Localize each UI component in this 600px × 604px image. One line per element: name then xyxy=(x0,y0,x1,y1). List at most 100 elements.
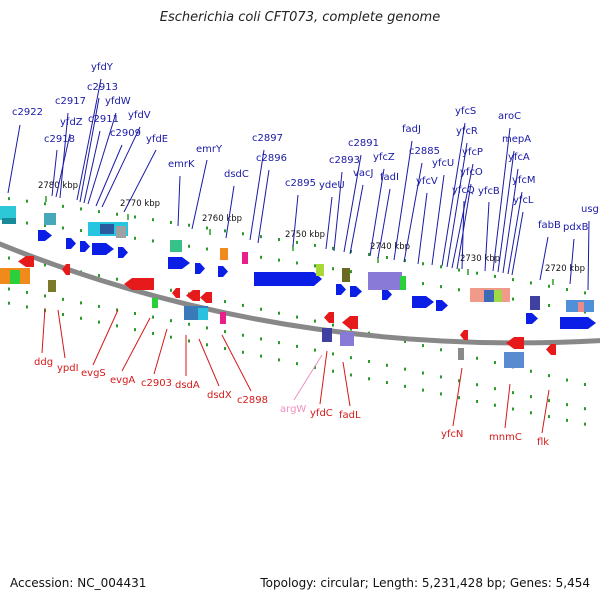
callout-line-ddg xyxy=(41,307,46,354)
callout-line-yfca xyxy=(502,168,519,274)
gene-label-yfcn: yfcN xyxy=(441,429,463,440)
domain-block xyxy=(342,268,350,282)
callout-line-argw xyxy=(293,354,323,401)
track-dot xyxy=(440,348,442,352)
track-dot xyxy=(8,301,10,305)
callout-line-c2885 xyxy=(403,162,423,263)
track-dot xyxy=(368,359,370,363)
forward-gene-arrow xyxy=(336,284,346,295)
track-dot xyxy=(350,249,352,253)
domain-block xyxy=(0,206,16,220)
forward-gene-arrow xyxy=(168,257,190,269)
track-dot xyxy=(440,265,442,269)
track-dot xyxy=(566,418,568,422)
gene-label-yfcz: yfcZ xyxy=(373,152,395,163)
domain-block xyxy=(198,308,208,320)
track-dot xyxy=(80,301,82,305)
track-dot xyxy=(188,223,190,227)
tick-label: 2750 kbp xyxy=(285,230,325,240)
gene-label-evgs: evgS xyxy=(81,368,106,379)
track-dot xyxy=(152,218,154,222)
gene-label-yfco: yfcO xyxy=(460,167,483,178)
track-dot xyxy=(476,383,478,387)
forward-gene-arrow xyxy=(254,272,322,286)
callout-line-yfde xyxy=(123,149,157,213)
track-dot xyxy=(224,347,226,351)
track-dot xyxy=(458,288,460,292)
callout-line-c2903 xyxy=(153,328,168,375)
callout-line-c2917 xyxy=(59,112,69,199)
gene-label-yfdy: yfdY xyxy=(91,62,114,73)
track-dot xyxy=(332,267,334,271)
gene-label-mepa: mepA xyxy=(502,134,531,145)
track-dot xyxy=(116,324,118,328)
gene-label-ydeu: ydeU xyxy=(319,180,345,191)
track-dot xyxy=(368,377,370,381)
track-dot xyxy=(188,339,190,343)
track-dot xyxy=(566,288,568,292)
track-dot xyxy=(278,238,280,242)
gene-label-dsda: dsdA xyxy=(175,380,200,391)
track-dot xyxy=(404,259,406,263)
domain-block xyxy=(484,290,494,302)
gene-label-ypdi: ypdI xyxy=(57,363,79,374)
reverse-gene-arrow xyxy=(200,292,212,303)
track-dot xyxy=(188,322,190,326)
track-dot xyxy=(566,378,568,382)
track-dot xyxy=(386,363,388,367)
forward-gene-arrow xyxy=(195,263,205,274)
track-dot xyxy=(584,291,586,295)
callout-line-yfdy xyxy=(76,78,102,201)
track-dot xyxy=(206,343,208,347)
callout-line-yfcv xyxy=(417,192,428,265)
callout-line-fadj xyxy=(393,140,413,261)
track-dot xyxy=(530,369,532,373)
domain-block xyxy=(316,264,324,276)
track-dot xyxy=(62,226,64,230)
callout-line-yfcr xyxy=(446,142,468,268)
track-dot xyxy=(476,399,478,403)
gene-label-fadl: fadL xyxy=(339,410,361,421)
tick-label: 2740 kbp xyxy=(370,242,410,252)
domain-block xyxy=(2,218,16,224)
gene-label-c2891: c2891 xyxy=(348,138,379,149)
callout-line-yfcq xyxy=(461,200,465,270)
gene-label-c2911: c2911 xyxy=(88,114,119,125)
gene-label-yfde: yfdE xyxy=(146,134,168,145)
gene-label-c2885: c2885 xyxy=(409,146,440,157)
track-dot xyxy=(152,331,154,335)
gene-label-usg: usg xyxy=(581,204,599,215)
callout-line-c2913 xyxy=(79,97,100,203)
reverse-gene-arrow xyxy=(460,330,468,340)
callout-line-aroc xyxy=(492,127,511,272)
reverse-gene-arrow xyxy=(324,312,334,323)
callout-line-yfcu xyxy=(431,174,445,266)
gene-label-yfcu: yfcU xyxy=(432,158,454,169)
callout-line-c2918 xyxy=(51,149,58,197)
callout-line-yfdc xyxy=(319,350,328,405)
track-dot xyxy=(350,373,352,377)
gene-label-emrk: emrK xyxy=(168,159,195,170)
tick-label: 2720 kbp xyxy=(545,264,585,274)
track-dot xyxy=(350,356,352,360)
tick-mark-2760: 2760 kbp xyxy=(202,214,242,235)
track-dot xyxy=(386,255,388,259)
track-dot xyxy=(584,422,586,426)
domain-block xyxy=(400,276,406,290)
callout-line-ypdi xyxy=(57,309,66,359)
track-dot xyxy=(404,367,406,371)
track-dot xyxy=(458,379,460,383)
tick-mark-2750: 2750 kbp xyxy=(285,230,325,251)
domain-block xyxy=(10,270,20,284)
gene-label-mnmc: mnmC xyxy=(489,432,522,443)
reverse-gene-arrow xyxy=(546,344,556,355)
callout-line-yfdz xyxy=(55,133,71,198)
forward-gene-arrow xyxy=(80,241,90,252)
track-dot xyxy=(422,262,424,266)
forward-gene-arrow xyxy=(560,317,596,329)
tick-mark-2780: 2780 kbp xyxy=(38,181,78,202)
gene-label-emry: emrY xyxy=(196,144,223,155)
callout-line-c2895 xyxy=(292,194,299,247)
